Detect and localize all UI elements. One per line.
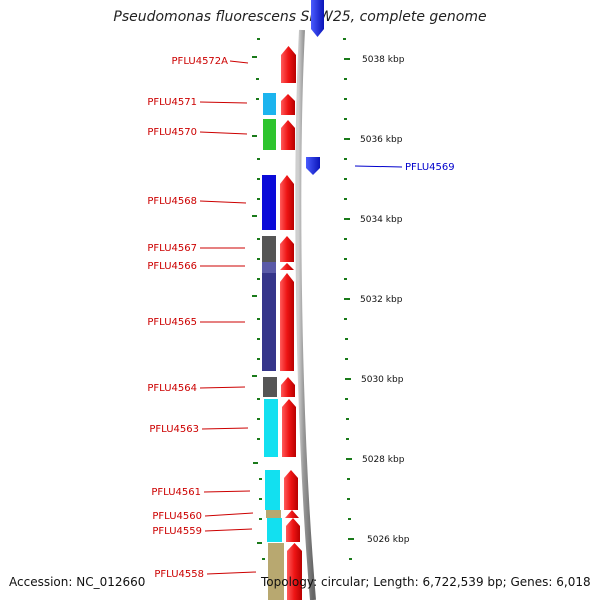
gene-label[interactable]: PFLU4559 [152,526,202,537]
accession-text: Accession: NC_012660 [9,575,146,589]
gene-label[interactable]: PFLU4563 [149,424,199,435]
gene-label[interactable]: PFLU4565 [147,317,197,328]
gene-arrow-forward[interactable] [281,46,296,83]
gene-arrow-reverse-top[interactable] [311,0,324,37]
genome-title: Pseudomonas fluorescens SBW25, complete … [113,9,487,25]
feature-block [262,262,276,273]
gene-label[interactable]: PFLU4567 [147,243,197,254]
feature-block [262,175,276,230]
gene-label[interactable]: PFLU4572A [172,56,229,67]
gene-arrow-forward[interactable] [286,518,300,542]
feature-block [263,119,276,150]
gene-arrow-forward[interactable] [281,120,295,150]
gene-arrow-forward[interactable] [280,175,294,230]
gene-arrow-forward[interactable] [282,399,296,457]
label-leader-lines [199,60,257,575]
scale-label: 5034 kbp [360,215,403,225]
feature-block [265,470,280,510]
scale-label: 5032 kbp [360,295,403,305]
gene-label[interactable]: PFLU4568 [147,196,197,207]
gene-label[interactable]: PFLU4560 [152,511,202,522]
right-tick-column [343,38,354,560]
label-leader-line-reverse [354,165,403,168]
gene-labels: PFLU4572A PFLU4571 PFLU4570 PFLU4569 PFL… [147,56,454,580]
gene-feature-track [262,93,284,600]
gene-arrow-forward[interactable] [280,263,294,270]
gene-label[interactable]: PFLU4569 [405,162,455,173]
feature-block [262,236,276,262]
gene-arrow-forward[interactable] [280,273,294,371]
gene-arrow-forward[interactable] [285,510,299,518]
feature-block [263,377,277,397]
genome-summary-text: Topology: circular; Length: 6,722,539 bp… [261,575,591,589]
gene-label[interactable]: PFLU4570 [147,127,197,138]
feature-block [268,543,284,600]
feature-block [263,93,276,115]
feature-block [266,510,281,518]
scale-label: 5038 kbp [362,55,405,65]
scale-labels: 5038 kbp 5036 kbp 5034 kbp 5032 kbp 5030… [360,55,410,545]
gene-label[interactable]: PFLU4566 [147,261,197,272]
left-tick-column [252,38,265,560]
gene-label[interactable]: PFLU4558 [154,569,204,580]
genome-backbone [295,29,316,600]
gene-arrow-reverse[interactable] [306,157,320,175]
gene-label[interactable]: PFLU4571 [147,97,197,108]
gene-arrow-forward[interactable] [281,94,295,115]
gene-arrow-forward[interactable] [284,470,298,510]
scale-label: 5036 kbp [360,135,403,145]
scale-label: 5028 kbp [362,455,405,465]
gene-label[interactable]: PFLU4561 [151,487,201,498]
scale-label: 5026 kbp [367,535,410,545]
scale-label: 5030 kbp [361,375,404,385]
forward-gene-arrows [280,46,302,600]
feature-block [264,399,278,457]
gene-label[interactable]: PFLU4564 [147,383,197,394]
gene-arrow-forward[interactable] [287,543,302,600]
feature-block [262,273,276,371]
gene-arrow-forward[interactable] [280,236,294,262]
gene-arrow-forward[interactable] [281,377,295,397]
feature-block [267,518,282,542]
